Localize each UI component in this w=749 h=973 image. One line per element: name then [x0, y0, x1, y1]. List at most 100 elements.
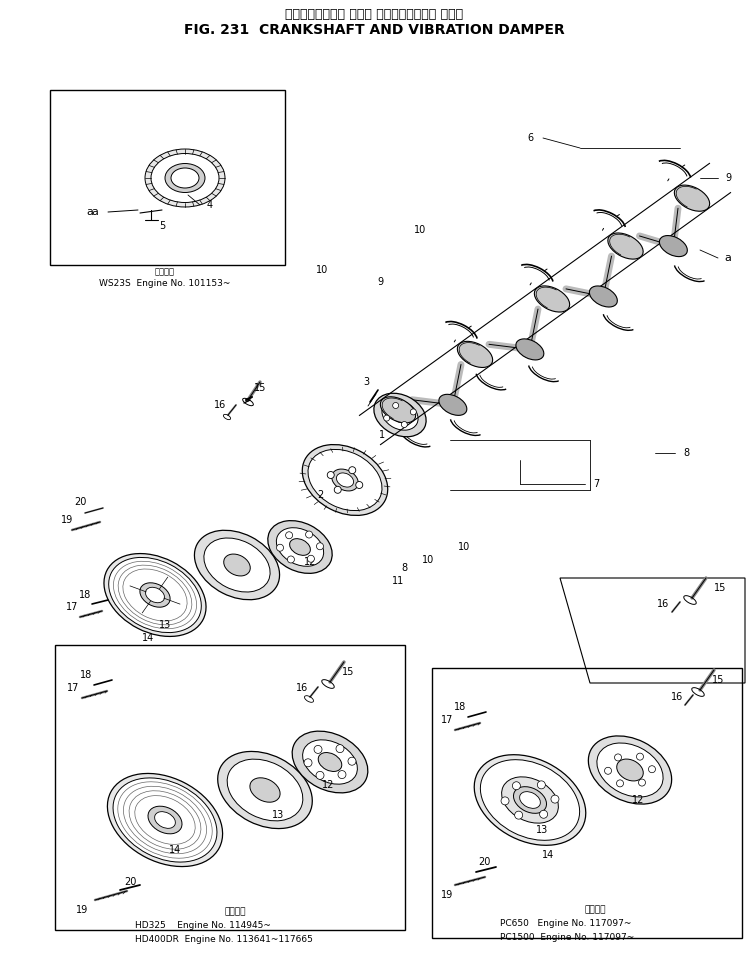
- Circle shape: [288, 556, 294, 563]
- Circle shape: [334, 486, 342, 493]
- Text: 1: 1: [379, 430, 385, 440]
- Ellipse shape: [608, 233, 643, 259]
- Circle shape: [276, 544, 284, 552]
- Text: 4: 4: [207, 200, 213, 210]
- Ellipse shape: [268, 521, 333, 573]
- Text: 10: 10: [422, 555, 434, 565]
- Text: 10: 10: [316, 265, 328, 275]
- Text: HD325    Engine No. 114945~: HD325 Engine No. 114945~: [135, 921, 271, 930]
- Circle shape: [501, 797, 509, 805]
- Ellipse shape: [514, 787, 547, 813]
- Text: PC650   Engine No. 117097~: PC650 Engine No. 117097~: [500, 919, 631, 928]
- Text: 19: 19: [61, 515, 73, 525]
- Text: 13: 13: [159, 620, 171, 630]
- Ellipse shape: [380, 397, 416, 423]
- Text: 15: 15: [712, 675, 724, 685]
- Text: 15: 15: [342, 667, 354, 677]
- Circle shape: [304, 759, 312, 767]
- Circle shape: [649, 766, 655, 773]
- Circle shape: [383, 415, 389, 421]
- Ellipse shape: [336, 473, 354, 487]
- Ellipse shape: [250, 777, 280, 802]
- Circle shape: [515, 811, 523, 819]
- Text: a: a: [91, 207, 98, 217]
- Circle shape: [356, 482, 363, 488]
- Text: 8: 8: [401, 563, 407, 573]
- Ellipse shape: [292, 731, 368, 793]
- Circle shape: [317, 543, 324, 550]
- Ellipse shape: [458, 342, 493, 368]
- Ellipse shape: [276, 527, 324, 566]
- Circle shape: [512, 781, 521, 790]
- Text: 15: 15: [714, 583, 727, 593]
- Circle shape: [348, 757, 356, 765]
- Text: 18: 18: [454, 702, 466, 712]
- Ellipse shape: [224, 554, 250, 576]
- Ellipse shape: [113, 778, 217, 862]
- Ellipse shape: [480, 760, 580, 841]
- Text: 11: 11: [392, 576, 404, 586]
- Text: 20: 20: [478, 857, 490, 867]
- Circle shape: [306, 531, 312, 538]
- Ellipse shape: [520, 792, 540, 809]
- Ellipse shape: [474, 755, 586, 846]
- Ellipse shape: [109, 558, 201, 632]
- Text: 13: 13: [272, 810, 284, 820]
- Ellipse shape: [439, 394, 467, 415]
- Circle shape: [336, 744, 344, 753]
- Ellipse shape: [502, 776, 558, 823]
- Text: 12: 12: [322, 780, 334, 790]
- Text: a: a: [87, 207, 94, 217]
- Circle shape: [604, 768, 611, 775]
- Text: 14: 14: [542, 850, 554, 860]
- Text: 9: 9: [377, 277, 383, 287]
- Ellipse shape: [589, 286, 617, 307]
- Ellipse shape: [303, 739, 357, 784]
- Text: 適用号機: 適用号機: [155, 268, 175, 276]
- Bar: [50, 90, 285, 265]
- Ellipse shape: [145, 588, 165, 602]
- Circle shape: [349, 467, 356, 474]
- Text: 10: 10: [458, 542, 470, 552]
- Bar: [432, 668, 742, 938]
- Ellipse shape: [674, 185, 709, 211]
- Text: 2: 2: [317, 490, 323, 500]
- Ellipse shape: [195, 530, 279, 599]
- Text: PC1500  Engine No. 117097~: PC1500 Engine No. 117097~: [500, 933, 634, 943]
- Text: 18: 18: [80, 670, 92, 680]
- Text: 18: 18: [79, 590, 91, 600]
- Text: 7: 7: [593, 479, 599, 489]
- Ellipse shape: [589, 736, 672, 804]
- Circle shape: [327, 472, 334, 479]
- Circle shape: [537, 781, 545, 789]
- Text: 6: 6: [527, 133, 533, 143]
- Ellipse shape: [332, 469, 358, 491]
- Ellipse shape: [204, 538, 270, 592]
- Ellipse shape: [140, 583, 170, 607]
- Ellipse shape: [303, 445, 388, 516]
- Text: 16: 16: [657, 599, 669, 609]
- Text: 適用号機: 適用号機: [224, 908, 246, 917]
- Text: FIG. 231  CRANKSHAFT AND VIBRATION DAMPER: FIG. 231 CRANKSHAFT AND VIBRATION DAMPER: [184, 23, 565, 37]
- Ellipse shape: [308, 450, 382, 511]
- Text: 17: 17: [441, 715, 453, 725]
- Ellipse shape: [218, 751, 312, 829]
- Text: 10: 10: [414, 225, 426, 235]
- Ellipse shape: [171, 168, 199, 188]
- Circle shape: [307, 556, 315, 562]
- Ellipse shape: [154, 811, 175, 828]
- Ellipse shape: [227, 759, 303, 821]
- Text: 12: 12: [304, 557, 316, 567]
- Text: 12: 12: [632, 795, 644, 805]
- Ellipse shape: [597, 743, 663, 797]
- Ellipse shape: [318, 752, 342, 772]
- Ellipse shape: [382, 400, 418, 430]
- Text: 9: 9: [725, 173, 731, 183]
- Text: 16: 16: [296, 683, 308, 693]
- Text: クランクシャフト および バイブレーション ダンパ: クランクシャフト および バイブレーション ダンパ: [285, 9, 463, 21]
- Text: 8: 8: [683, 448, 689, 458]
- Circle shape: [616, 780, 623, 787]
- Ellipse shape: [104, 554, 206, 636]
- Circle shape: [638, 779, 646, 786]
- Text: HD400DR  Engine No. 113641~117665: HD400DR Engine No. 113641~117665: [135, 935, 313, 945]
